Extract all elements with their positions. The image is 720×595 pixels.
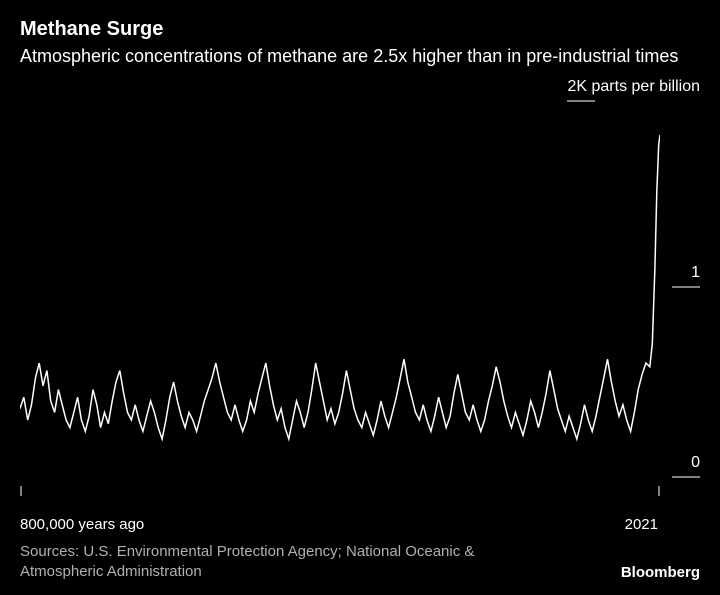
y-tick: 1 xyxy=(672,264,700,288)
x-axis-max-label: 2021 xyxy=(625,516,658,533)
y-tick-mark xyxy=(567,100,595,102)
chart-title: Methane Surge xyxy=(20,18,700,41)
x-axis-min-label: 800,000 years ago xyxy=(20,516,144,533)
y-axis-label-text: 2K parts per billion xyxy=(567,78,700,95)
y-tick-label: 1 xyxy=(691,264,700,282)
x-tick-right-wrap xyxy=(658,486,660,496)
chart-footer: Sources: U.S. Environmental Protection A… xyxy=(20,542,700,581)
chart-container: Methane Surge Atmospheric concentrations… xyxy=(0,0,720,595)
y-axis-max-label: 2K parts per billion xyxy=(567,78,700,102)
y-tick-mark xyxy=(672,286,700,288)
methane-line xyxy=(20,135,660,439)
chart-plot-area: 2K parts per billion 10 800,000 years ag… xyxy=(20,78,700,514)
brand-text: Bloomberg xyxy=(621,564,700,581)
chart-subtitle: Atmospheric concentrations of methane ar… xyxy=(20,45,700,68)
sources-text: Sources: U.S. Environmental Protection A… xyxy=(20,542,520,581)
y-tick: 0 xyxy=(672,454,700,478)
x-tick-mark xyxy=(20,486,22,496)
line-chart-svg xyxy=(20,116,660,496)
x-tick-left-wrap xyxy=(20,486,22,496)
y-tick-mark xyxy=(672,476,700,478)
x-tick-mark xyxy=(658,486,660,496)
y-tick-label: 0 xyxy=(691,454,700,472)
